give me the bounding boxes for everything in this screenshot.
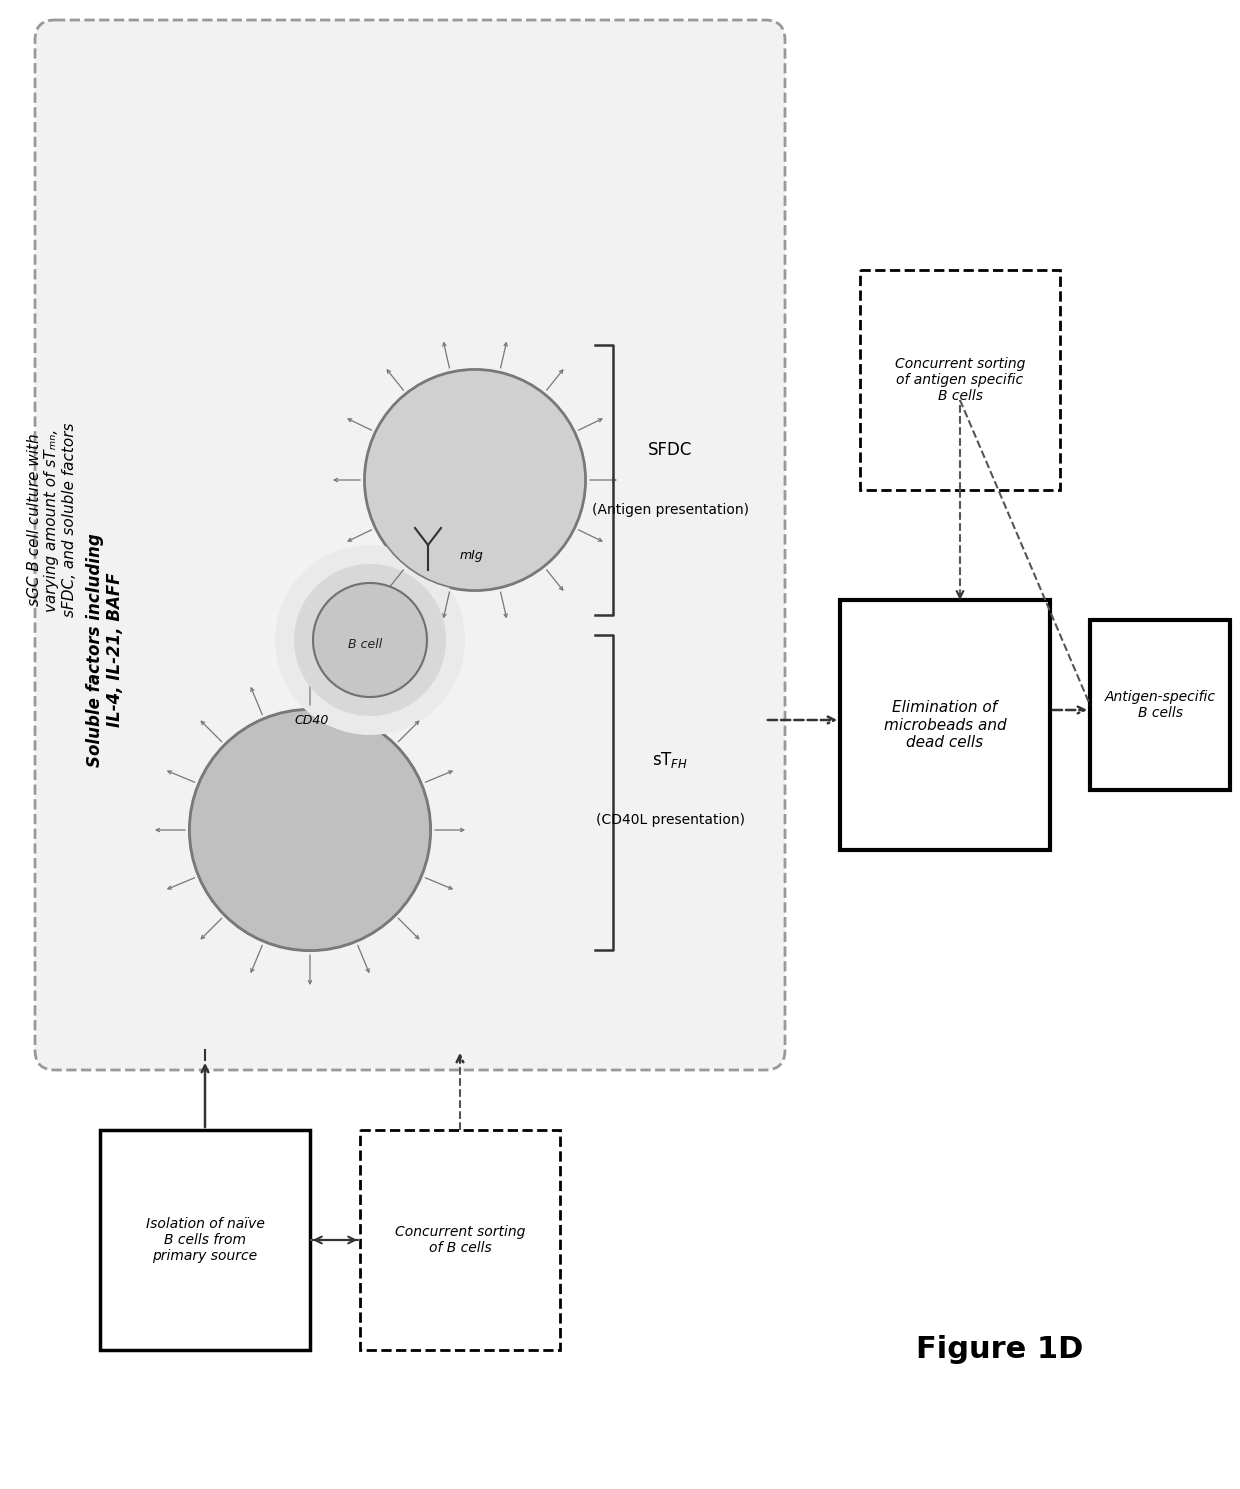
Bar	[100, 1130, 310, 1351]
Circle shape	[188, 709, 432, 951]
Text: mIg: mIg	[460, 548, 484, 561]
Bar	[1090, 619, 1230, 791]
Circle shape	[294, 564, 446, 716]
Circle shape	[383, 387, 568, 572]
Text: sGC B cell culture with
varying amount of sTₘₙ,
sFDC, and soluble factors: sGC B cell culture with varying amount o…	[27, 423, 77, 618]
Text: SFDC: SFDC	[647, 441, 692, 459]
Circle shape	[402, 406, 549, 554]
Bar	[839, 600, 1050, 850]
Bar	[360, 1130, 560, 1351]
FancyBboxPatch shape	[35, 19, 785, 1071]
Circle shape	[275, 545, 465, 736]
Bar	[861, 270, 1060, 490]
Text: Concurrent sorting
of antigen specific
B cells: Concurrent sorting of antigen specific B…	[895, 357, 1025, 404]
Text: CD40: CD40	[295, 713, 329, 727]
Circle shape	[210, 730, 410, 931]
Text: Elimination of
microbeads and
dead cells: Elimination of microbeads and dead cells	[884, 700, 1007, 750]
Text: Figure 1D: Figure 1D	[916, 1336, 1084, 1364]
Circle shape	[365, 369, 585, 590]
Text: Soluble factors including
IL-4, IL-21, BAFF: Soluble factors including IL-4, IL-21, B…	[86, 533, 124, 767]
Text: sT$_{FH}$: sT$_{FH}$	[652, 750, 688, 770]
Text: Isolation of naïve
B cells from
primary source: Isolation of naïve B cells from primary …	[145, 1217, 264, 1263]
Circle shape	[363, 369, 587, 591]
Text: (CD40L presentation): (CD40L presentation)	[595, 813, 744, 826]
Text: Antigen-specific
B cells: Antigen-specific B cells	[1105, 689, 1215, 721]
Text: Concurrent sorting
of B cells: Concurrent sorting of B cells	[394, 1225, 526, 1255]
Circle shape	[229, 749, 391, 910]
Text: (Antigen presentation): (Antigen presentation)	[591, 503, 749, 517]
Circle shape	[190, 710, 430, 950]
Text: B cell: B cell	[348, 639, 382, 652]
Circle shape	[312, 584, 427, 697]
